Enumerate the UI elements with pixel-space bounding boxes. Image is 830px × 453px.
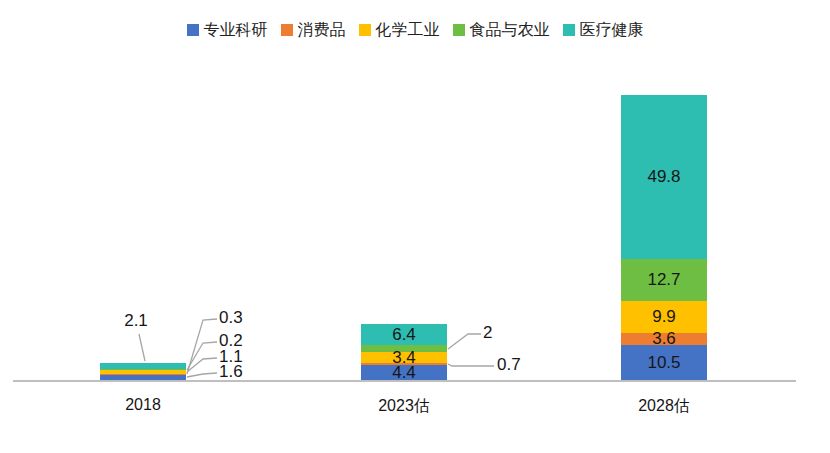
stacked-bar-chart: 专业科研消费品化学工业食品与农业医疗健康 4.43.46.410.53.69.9… (0, 0, 830, 453)
x-axis-label: 2028估 (638, 396, 690, 417)
bar-segment-c0-s3 (100, 369, 186, 370)
x-axis-label: 2018 (125, 396, 161, 414)
legend-swatch-icon (281, 24, 293, 36)
leader-line (187, 358, 217, 372)
value-label-inside: 49.8 (647, 168, 680, 186)
legend-label: 专业科研 (204, 20, 268, 40)
legend-item-2: 化学工业 (359, 20, 440, 40)
value-label-callout: 2.1 (124, 312, 148, 330)
value-label-inside: 9.9 (652, 308, 676, 326)
value-label-callout: 2 (483, 324, 492, 342)
legend-item-1: 消费品 (281, 20, 346, 40)
legend-swatch-icon (453, 24, 465, 36)
legend-label: 消费品 (298, 20, 346, 40)
leader-line (448, 334, 481, 349)
legend-label: 食品与农业 (470, 20, 550, 40)
leader-line (448, 364, 494, 366)
leader-line (187, 373, 217, 377)
leader-line (139, 334, 145, 361)
bar-segment-c0-s1 (100, 374, 186, 375)
value-label-callout: 0.3 (219, 309, 243, 327)
legend-label: 化学工业 (376, 20, 440, 40)
legend-swatch-icon (563, 24, 575, 36)
bar-segment-c0-s4 (100, 363, 186, 370)
legend-swatch-icon (359, 24, 371, 36)
legend-item-4: 医疗健康 (563, 20, 644, 40)
leader-line (187, 342, 217, 370)
x-axis-label: 2023估 (378, 396, 430, 417)
bar-segment-c0-s2 (100, 370, 186, 374)
value-label-callout: 1.6 (219, 363, 243, 381)
value-label-inside: 12.7 (647, 271, 680, 289)
legend-label: 医疗健康 (580, 20, 644, 40)
value-label-inside: 10.5 (647, 354, 680, 372)
legend-item-0: 专业科研 (187, 20, 268, 40)
legend-item-3: 食品与农业 (453, 20, 550, 40)
legend-swatch-icon (187, 24, 199, 36)
value-label-inside: 3.6 (652, 330, 676, 348)
value-label-inside: 6.4 (392, 326, 416, 344)
leader-line (187, 319, 217, 374)
value-label-inside: 3.4 (392, 349, 416, 367)
chart-legend: 专业科研 消费品 化学工业 食品与农业 医疗健康 (0, 20, 830, 40)
value-label-callout: 0.7 (497, 356, 521, 374)
